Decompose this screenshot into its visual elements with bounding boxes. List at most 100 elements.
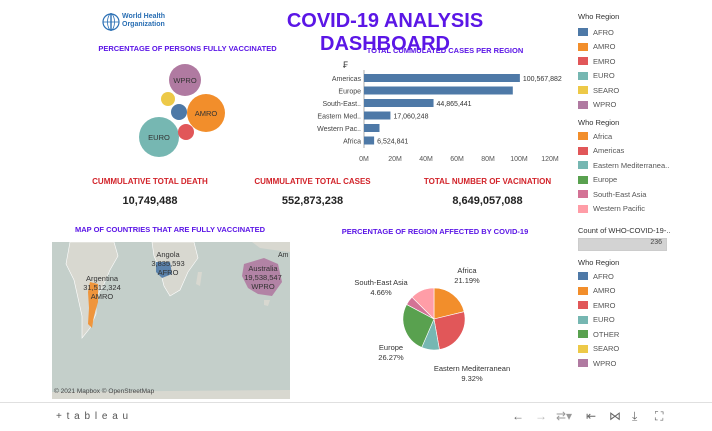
bar[interactable]	[364, 111, 391, 120]
pie-slice[interactable]	[433, 287, 465, 320]
redo-icon[interactable]: →	[535, 409, 547, 423]
bar-chart[interactable]: Americas 100,567,882 Europe South-East.. 44,…	[300, 70, 570, 165]
tableau-logo[interactable]: + t a b l e a u	[56, 411, 130, 422]
legend-swatch	[578, 204, 588, 213]
bar[interactable]	[364, 74, 520, 82]
bubble-label-amro: AMRO	[195, 109, 218, 118]
pie-slice[interactable]	[411, 287, 435, 320]
legend-swatch	[578, 175, 588, 184]
first-page-icon[interactable]: ⇤	[586, 409, 597, 423]
bar[interactable]	[364, 124, 380, 132]
bar-tick-label: 0M	[359, 156, 369, 163]
pie-label-europe-name: Europe	[378, 343, 404, 352]
legend-item[interactable]: AFRO	[578, 269, 670, 284]
map-label-australia-name: Australia	[248, 264, 278, 273]
map-label-australia-region: WPRO	[251, 282, 275, 291]
bar-data-label: 17,060,248	[393, 114, 428, 121]
legend-swatch	[578, 100, 588, 109]
filter-icon[interactable]: ₣	[343, 60, 349, 70]
bar-tick-label: 80M	[481, 156, 495, 163]
legend-item[interactable]: AMRO	[578, 40, 670, 55]
pie-label-sea-pct: 4.66%	[370, 288, 392, 297]
legend-swatch	[578, 286, 588, 295]
legend-item[interactable]: WPRO	[578, 98, 670, 113]
legend-label: EURO	[593, 71, 615, 81]
tableau-toolbar: + t a b l e a u ← → ⇄▾ ⇤ ⋈ ⤓ ⛶	[0, 402, 712, 431]
count-value: 236	[650, 239, 662, 246]
legend-item[interactable]: AFRO	[578, 25, 670, 40]
legend-swatch	[578, 42, 588, 51]
legend-item[interactable]: Americas	[578, 144, 670, 159]
bar[interactable]	[364, 99, 434, 107]
legend-label: Western Pacific	[593, 204, 645, 214]
who-logo: World Health Organization	[100, 10, 180, 34]
fullscreen-icon[interactable]: ⛶	[655, 409, 664, 423]
share-icon[interactable]: ⋈	[609, 409, 621, 423]
bubble-afro[interactable]	[171, 104, 187, 120]
legend-2-title: Who Region	[578, 118, 620, 127]
bubble-emro[interactable]	[178, 124, 194, 140]
total-vaccination-label: TOTAL NUMBER OF VACINATION	[423, 177, 552, 186]
globe-icon	[102, 13, 120, 31]
bubble-wpro[interactable]	[169, 64, 201, 96]
legend-item[interactable]: Africa	[578, 129, 670, 144]
legend-item[interactable]: SEARO	[578, 342, 670, 357]
pie-chart-title: PERCENTAGE OF REGION AFFECTED BY COVID-1…	[341, 227, 529, 236]
map-label-australia-value: 19,538,547	[244, 273, 282, 282]
pie-chart[interactable]	[398, 276, 470, 362]
legend-item[interactable]: AMRO	[578, 284, 670, 299]
count-fill	[579, 239, 666, 250]
pie-label-sea-name: South-East Asia	[354, 278, 408, 287]
undo-icon[interactable]: ←	[512, 409, 524, 423]
map-label-edge: Am	[278, 252, 289, 259]
legend-item[interactable]: South-East Asia	[578, 187, 670, 202]
legend-item[interactable]: OTHER	[578, 327, 670, 342]
bubble-euro[interactable]	[139, 117, 179, 157]
legend-item[interactable]: EURO	[578, 69, 670, 84]
legend-swatch	[578, 272, 588, 281]
legend-label: EMRO	[593, 300, 616, 310]
bubble-searo[interactable]	[161, 92, 175, 106]
bar-category-label: South-East..	[322, 101, 361, 108]
total-cases-value: 552,873,238	[281, 195, 344, 207]
legend-label: EMRO	[593, 56, 616, 66]
bar-category-label: Africa	[343, 139, 361, 146]
download-icon[interactable]: ⤓	[632, 409, 638, 423]
map-attribution[interactable]: © 2021 Mapbox © OpenStreetMap	[54, 388, 155, 395]
legend-item[interactable]: SEARO	[578, 83, 670, 98]
legend-who-region-3: Who Region AFRO AMRO EMRO EURO OTHER SEARO WPR…	[578, 258, 670, 371]
legend-item[interactable]: EURO	[578, 313, 670, 328]
legend-swatch	[578, 132, 588, 141]
pie-label-africa-pct: 21.19%	[454, 276, 480, 285]
legend-item[interactable]: WPRO	[578, 356, 670, 371]
bubble-chart[interactable]: WPRO AMRO EURO	[130, 58, 250, 168]
map-label-angola-region: AFRO	[157, 268, 179, 277]
legend-swatch	[578, 301, 588, 310]
legend-label: EURO	[593, 315, 615, 325]
legend-label: OTHER	[593, 329, 620, 339]
legend-item[interactable]: Europe	[578, 173, 670, 188]
bar[interactable]	[364, 136, 375, 145]
legend-swatch	[578, 190, 588, 199]
legend-item[interactable]: Western Pacific	[578, 202, 670, 217]
legend-swatch	[578, 315, 588, 324]
revert-icon[interactable]: ⇄▾	[556, 409, 573, 423]
bar[interactable]	[364, 86, 513, 95]
bar-data-label: 44,865,441	[437, 101, 472, 108]
pie-slice[interactable]	[433, 311, 466, 350]
legend-item[interactable]: Eastern Mediterranea..	[578, 158, 670, 173]
bar-category-label: Western Pac..	[317, 126, 361, 133]
legend-item[interactable]: EMRO	[578, 298, 670, 313]
map-label-angola-name: Angola	[156, 250, 180, 259]
pie-label-africa-name: Africa	[457, 266, 477, 275]
count-filter-bar[interactable]: 236	[578, 238, 667, 251]
legend-swatch	[578, 344, 588, 353]
pie-label-emed-pct: 9.32%	[461, 374, 483, 383]
bar-data-label: 100,567,882	[523, 76, 562, 83]
vaccination-map[interactable]: Argentina 31,512,324 AMRO Angola 3,835,5…	[52, 242, 290, 399]
bar-category-label: Eastern Med..	[317, 114, 361, 121]
legend-swatch	[578, 330, 588, 339]
bubble-amro[interactable]	[187, 94, 225, 132]
legend-item[interactable]: EMRO	[578, 54, 670, 69]
map-label-angola-value: 3,835,593	[151, 259, 185, 268]
